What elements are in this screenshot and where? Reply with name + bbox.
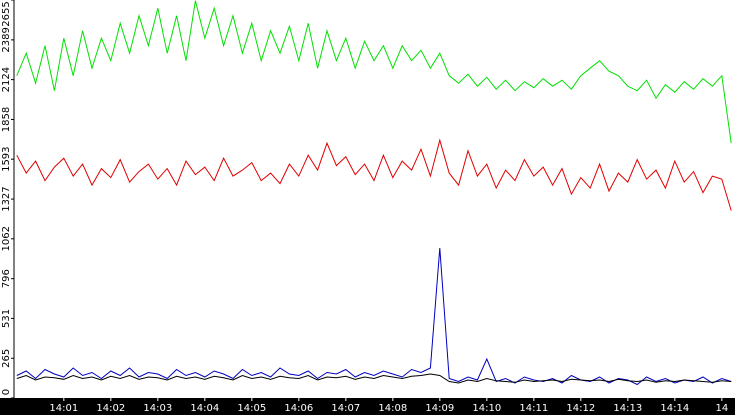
y-tick-label: 265 — [1, 349, 12, 368]
x-tick-label: 14:09 — [425, 403, 454, 414]
x-axis-strip — [0, 398, 735, 415]
x-tick-label: 14:12 — [566, 403, 595, 414]
y-tick-label: 796 — [1, 269, 12, 288]
series-line — [16, 138, 732, 211]
y-tick-label: 2389 — [1, 27, 12, 52]
y-tick-label: 531 — [1, 309, 12, 328]
y-tick-label: 2124 — [1, 67, 12, 92]
x-tick-label: 14:10 — [472, 403, 501, 414]
series-line — [16, 248, 732, 386]
x-tick-label: 14:06 — [284, 403, 313, 414]
y-tick-label: 1327 — [1, 186, 12, 211]
y-tick-label: 1062 — [1, 226, 12, 251]
y-tick-label: 1593 — [1, 146, 12, 171]
x-tick-label: 14:04 — [190, 403, 219, 414]
y-tick-label: 0 — [1, 389, 12, 395]
x-tick-label: 14:11 — [519, 403, 548, 414]
x-tick-label: 14:07 — [331, 403, 360, 414]
x-tick-label: 14 — [715, 403, 728, 414]
x-tick-label: 14:08 — [378, 403, 407, 414]
series-line — [16, 0, 732, 144]
x-tick-label: 14:03 — [143, 403, 172, 414]
x-tick-label: 14:14 — [660, 403, 689, 414]
y-tick-label: 2655 — [1, 1, 12, 26]
y-tick-label: 1858 — [1, 107, 12, 132]
x-tick-label: 14:02 — [96, 403, 125, 414]
x-tick-label: 14:05 — [237, 403, 266, 414]
x-tick-label: 14:13 — [613, 403, 642, 414]
series-line — [16, 373, 732, 384]
x-tick-label: 14:01 — [49, 403, 78, 414]
